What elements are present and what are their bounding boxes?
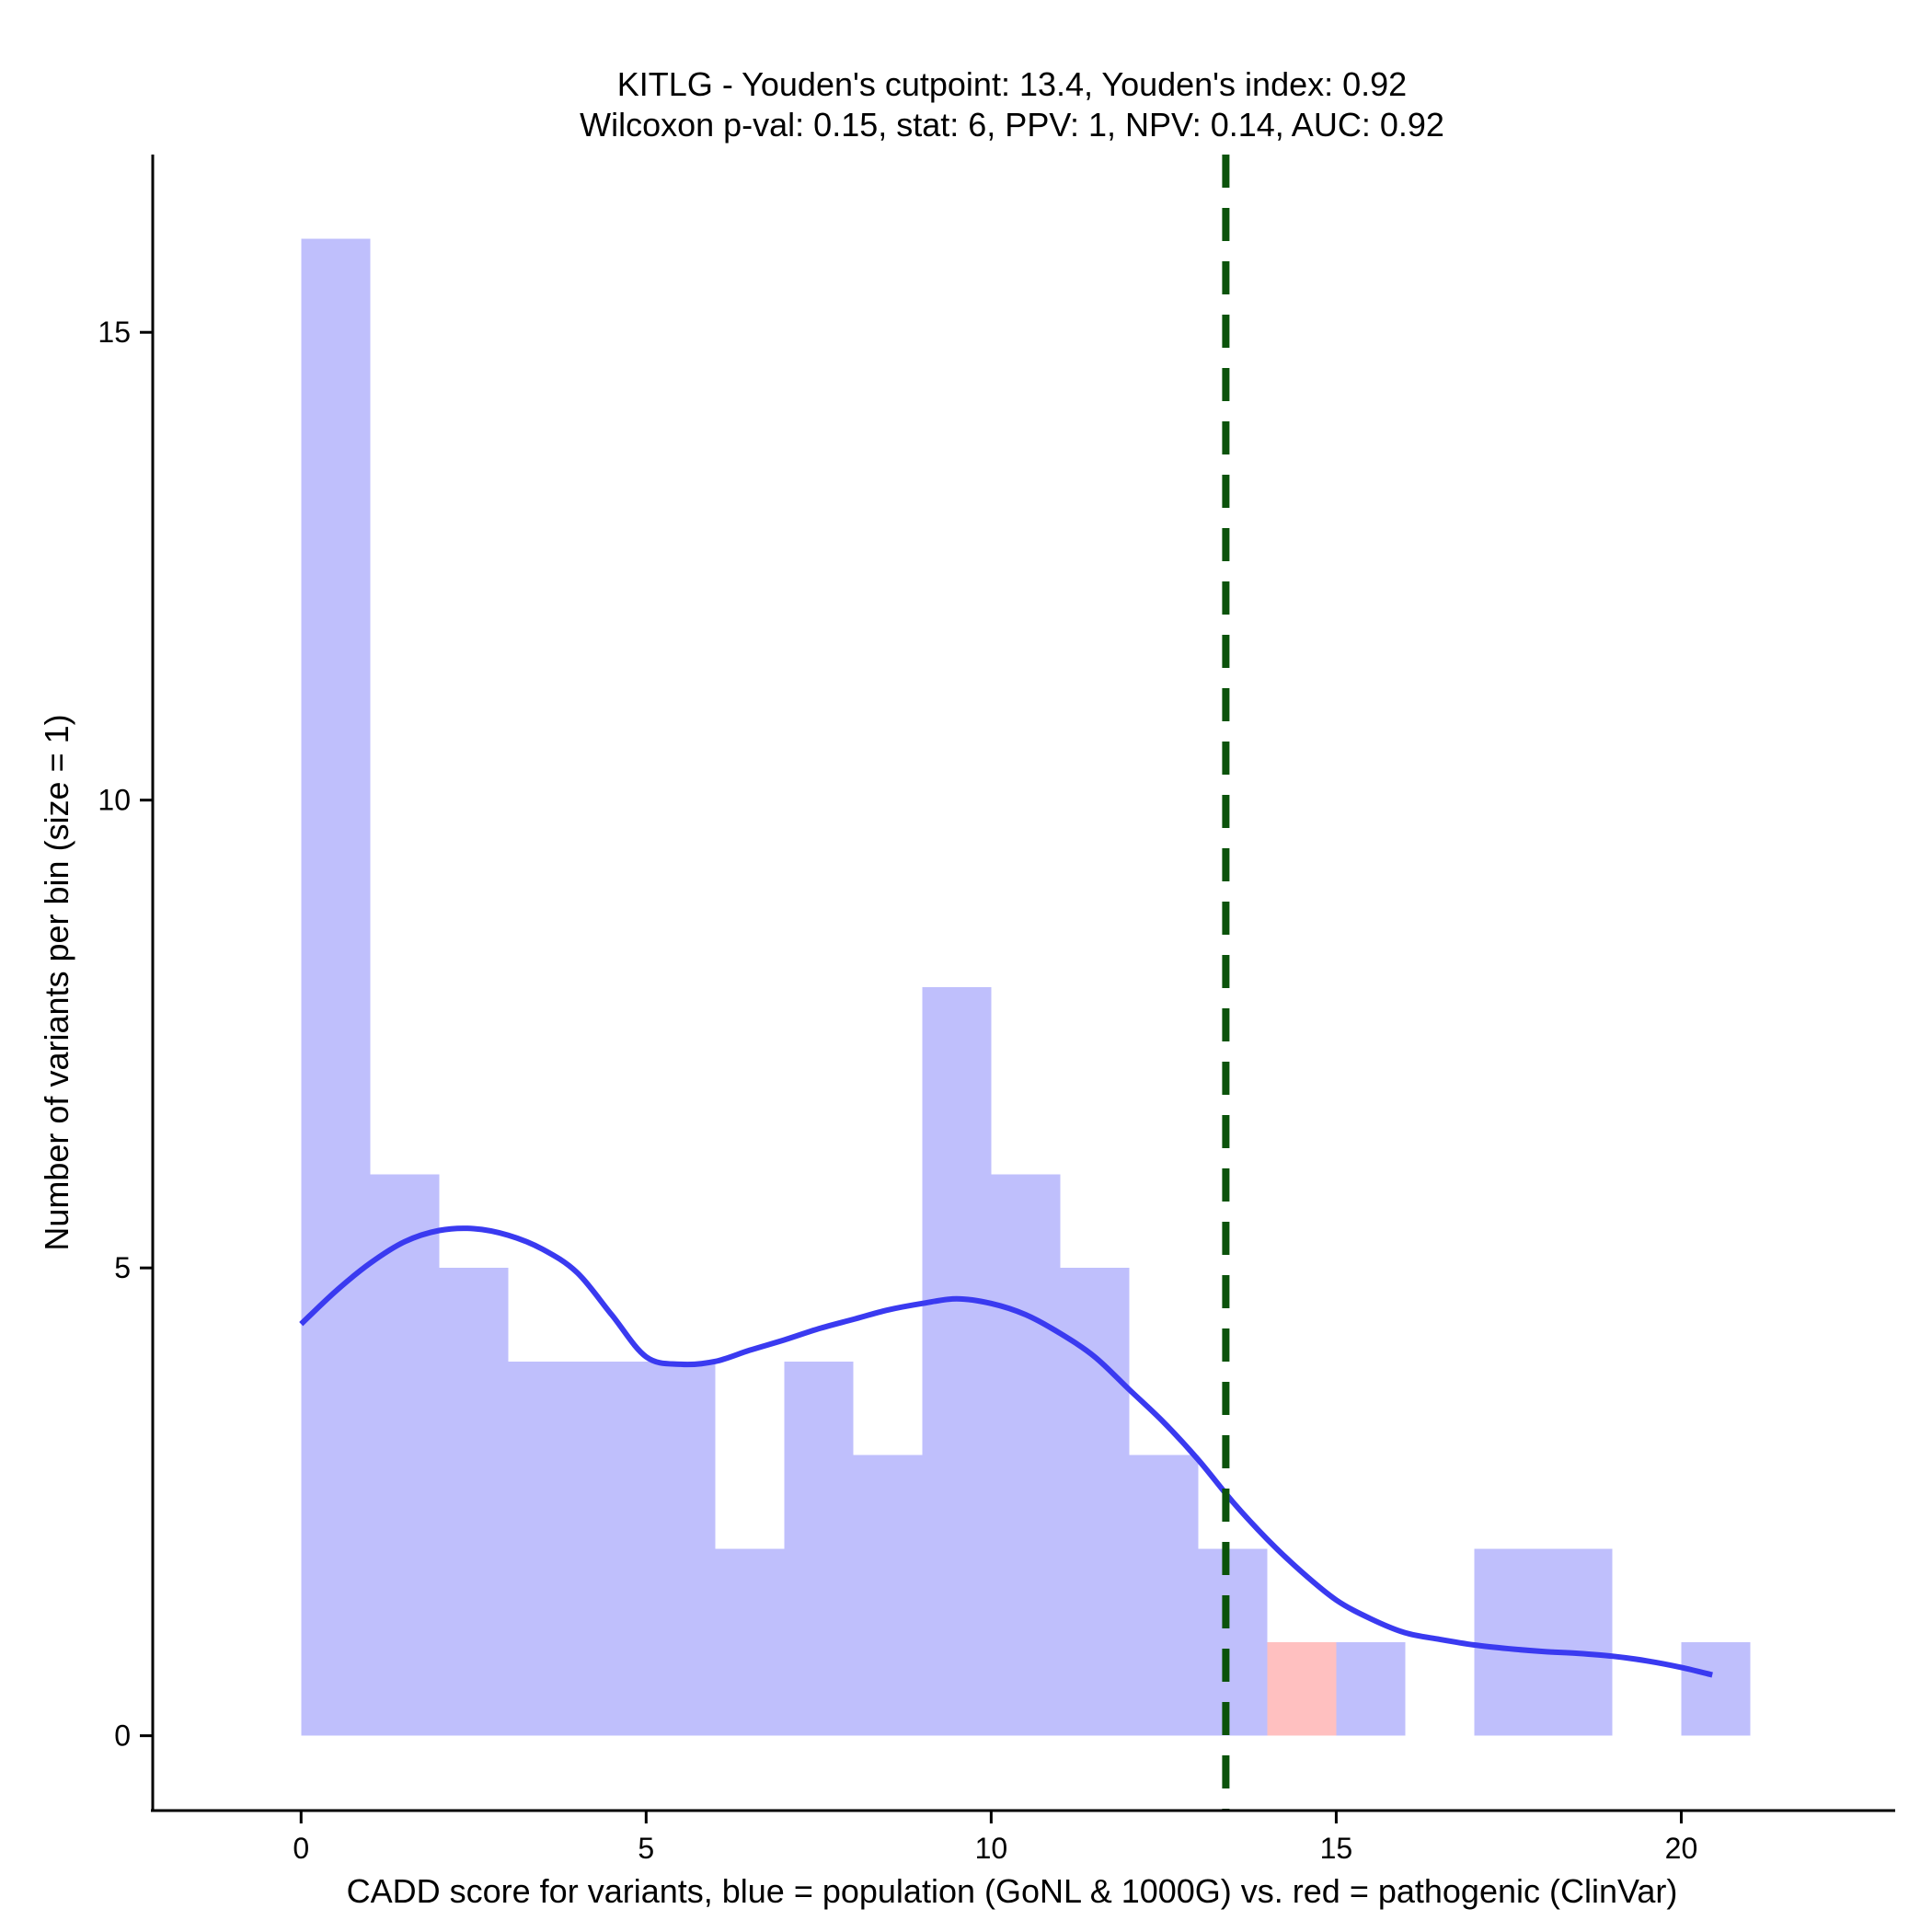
population-bar-4-5 [577,1361,647,1736]
x-tick-label-10: 10 [975,1832,1008,1865]
x-tick-label-0: 0 [293,1832,309,1865]
population-bar-9-10 [922,987,992,1736]
population-bar-13-14 [1198,1548,1268,1736]
population-bar-12-13 [1129,1455,1199,1736]
pathogenic-bar-14-15 [1267,1641,1337,1736]
population-bar-10-11 [991,1174,1061,1736]
population-bar-20-21 [1681,1641,1751,1736]
population-bar-2-3 [439,1268,509,1736]
x-axis-ticks: 0 5 10 15 20 [293,1811,1697,1865]
x-tick-label-20: 20 [1665,1832,1698,1865]
x-tick-label-15: 15 [1320,1832,1353,1865]
y-axis-ticks: 0 5 10 15 [98,316,153,1753]
chart-title-line-2: Wilcoxon p-val: 0.15, stat: 6, PPV: 1, N… [580,106,1444,144]
population-bar-15-16 [1336,1641,1406,1736]
y-tick-label-5: 5 [114,1251,131,1284]
population-bar-7-8 [784,1361,854,1736]
population-bar-3-4 [508,1361,578,1736]
population-bar-18-19 [1543,1548,1613,1736]
x-axis-label: CADD score for variants, blue = populati… [347,1872,1678,1910]
x-tick-label-5: 5 [638,1832,654,1865]
y-tick-label-10: 10 [98,784,131,817]
density-curve-group [299,1225,1713,1678]
population-bar-11-12 [1060,1268,1130,1736]
population-bar-0-1 [301,238,371,1736]
population-bar-5-6 [646,1361,716,1736]
y-tick-label-0: 0 [114,1719,131,1753]
population-bar-1-2 [370,1174,440,1736]
chart-title-line-1: KITLG - Youden's cutpoint: 13.4, Youden'… [617,65,1407,103]
density-curve [299,1225,1713,1678]
y-axis-label: Number of variants per bin (size = 1) [38,714,75,1250]
y-tick-label-15: 15 [98,316,131,349]
histogram-bars [301,238,1751,1736]
population-bar-8-9 [853,1455,923,1736]
population-bar-6-7 [715,1548,785,1736]
population-bar-17-18 [1474,1548,1544,1736]
